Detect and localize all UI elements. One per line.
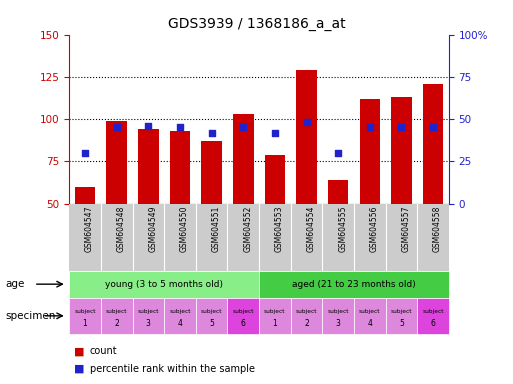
Text: GSM604548: GSM604548 [117,205,126,252]
Text: GSM604554: GSM604554 [307,205,315,252]
Text: subject: subject [296,309,317,314]
Text: 3: 3 [146,319,151,328]
Text: specimen: specimen [5,311,55,321]
Text: GSM604549: GSM604549 [148,205,157,252]
Text: GSM604558: GSM604558 [433,205,442,252]
Text: 5: 5 [399,319,404,328]
Text: 3: 3 [336,319,341,328]
Text: 2: 2 [114,319,119,328]
Text: GSM604550: GSM604550 [180,205,189,252]
Point [271,129,279,136]
Text: 1: 1 [272,319,277,328]
Text: percentile rank within the sample: percentile rank within the sample [90,364,255,374]
Bar [296,70,317,204]
Text: subject: subject [264,309,286,314]
Bar [423,84,443,204]
Bar [170,131,190,204]
Point [144,123,152,129]
Bar [360,99,380,204]
Text: aged (21 to 23 months old): aged (21 to 23 months old) [292,280,416,289]
Text: subject: subject [359,309,381,314]
Text: age: age [5,279,25,289]
Point [397,124,405,131]
Text: GSM604555: GSM604555 [338,205,347,252]
Text: subject: subject [137,309,159,314]
Point [207,129,215,136]
Text: GSM604551: GSM604551 [211,205,221,252]
Point [113,124,121,131]
Point [334,150,342,156]
Point [239,124,247,131]
Bar [233,114,253,204]
Bar [106,121,127,204]
Text: ■: ■ [74,364,85,374]
Text: subject: subject [327,309,349,314]
Text: ■: ■ [74,346,85,356]
Bar [201,141,222,204]
Bar [328,180,348,204]
Point [81,150,89,156]
Text: 6: 6 [241,319,246,328]
Text: GSM604553: GSM604553 [275,205,284,252]
Text: count: count [90,346,117,356]
Text: subject: subject [169,309,191,314]
Point [176,124,184,131]
Text: 4: 4 [177,319,183,328]
Text: 4: 4 [367,319,372,328]
Text: GSM604547: GSM604547 [85,205,94,252]
Text: subject: subject [422,309,444,314]
Point [302,119,310,126]
Text: 2: 2 [304,319,309,328]
Text: GSM604556: GSM604556 [370,205,379,252]
Text: 1: 1 [83,319,87,328]
Text: GSM604557: GSM604557 [401,205,410,252]
Bar [265,154,285,204]
Text: GSM604552: GSM604552 [243,205,252,252]
Text: subject: subject [201,309,222,314]
Bar [75,187,95,204]
Text: subject: subject [391,309,412,314]
Point [366,124,374,131]
Text: subject: subject [232,309,254,314]
Text: GDS3939 / 1368186_a_at: GDS3939 / 1368186_a_at [168,17,345,31]
Text: 6: 6 [430,319,436,328]
Bar [138,129,159,204]
Text: subject: subject [74,309,96,314]
Text: young (3 to 5 months old): young (3 to 5 months old) [105,280,223,289]
Bar [391,97,412,204]
Text: 5: 5 [209,319,214,328]
Text: subject: subject [106,309,127,314]
Point [429,124,437,131]
